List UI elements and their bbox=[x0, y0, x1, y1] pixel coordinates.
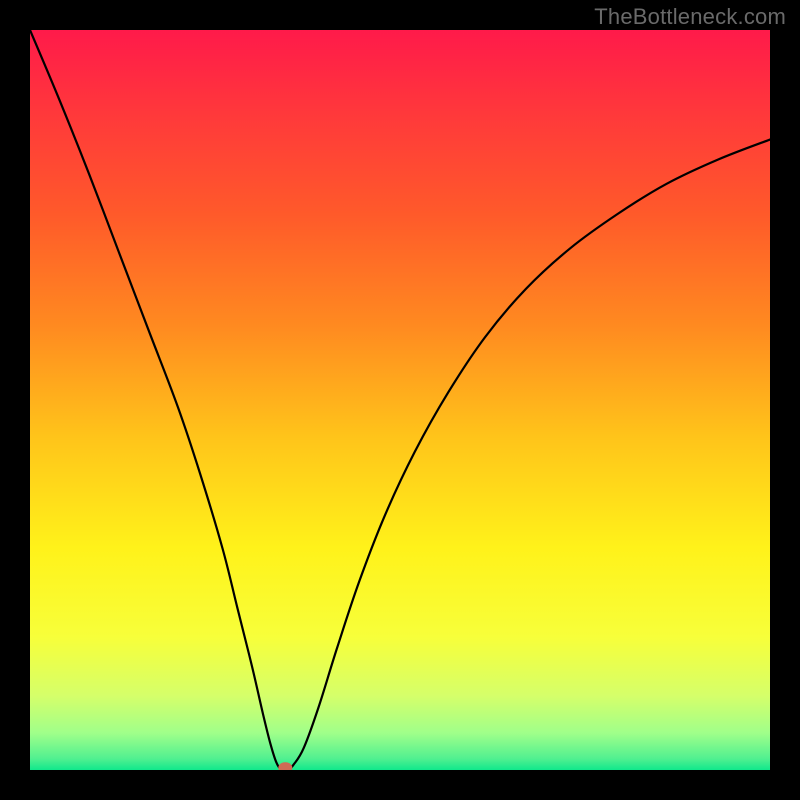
bottleneck-curve bbox=[30, 30, 770, 770]
chart-svg bbox=[30, 30, 770, 770]
watermark-text: TheBottleneck.com bbox=[594, 4, 786, 30]
optimum-marker bbox=[278, 762, 292, 770]
plot-area bbox=[30, 30, 770, 770]
chart-frame: TheBottleneck.com bbox=[0, 0, 800, 800]
